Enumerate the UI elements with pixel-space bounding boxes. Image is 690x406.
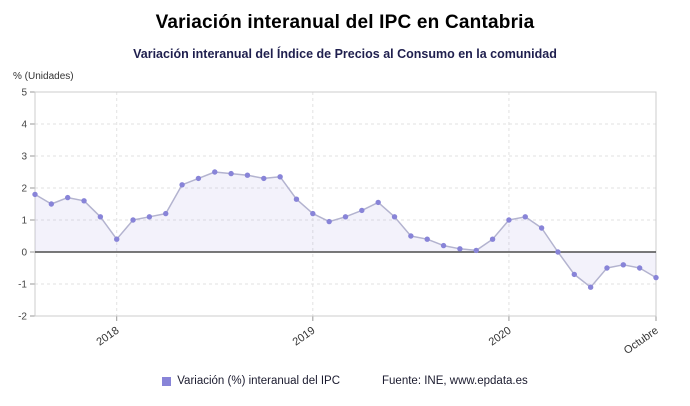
data-point [212, 169, 218, 175]
ipc-line-chart: 5 4 3 2 1 0 -1 -2 2018 2019 2020 Octubre [18, 88, 661, 357]
data-point [408, 233, 414, 239]
data-point [359, 207, 365, 214]
data-point [277, 174, 283, 180]
y-tick-label: 1 [21, 216, 27, 227]
plot-border [34, 91, 657, 317]
data-point [146, 214, 153, 220]
data-point [130, 217, 136, 223]
data-point [64, 194, 71, 201]
data-point [555, 249, 561, 255]
data-point [506, 217, 512, 223]
source-label: Fuente: INE, www.epdata.es [382, 375, 528, 387]
y-tick-label: -2 [18, 312, 27, 323]
data-point [97, 214, 104, 220]
legend-marker-square [162, 376, 172, 386]
series-area [35, 172, 656, 288]
y-tick-label: -1 [18, 280, 27, 291]
data-point [636, 265, 643, 271]
data-point [424, 236, 430, 242]
data-point [604, 265, 610, 271]
x-tick-label: 2020 [487, 325, 514, 349]
data-point [228, 170, 234, 177]
data-point [195, 175, 202, 182]
data-point [81, 198, 87, 204]
data-point [32, 191, 38, 198]
data-point [179, 182, 185, 188]
data-point [587, 284, 594, 290]
data-point [310, 210, 316, 217]
chart-title: Variación interanual del IPC en Cantabri… [155, 12, 535, 33]
chart-legend: Variación (%) interanual del IPC Fuente:… [0, 375, 690, 387]
data-point [114, 236, 120, 242]
data-point [48, 201, 55, 207]
x-tick-label: 2019 [291, 325, 318, 349]
data-point [293, 196, 300, 202]
data-point [653, 274, 659, 281]
x-tick-label: Octubre [622, 325, 661, 357]
legend-series-label: Variación (%) interanual del IPC [177, 375, 341, 387]
legend-item: Variación (%) interanual del IPC [162, 375, 340, 387]
data-point [457, 246, 463, 252]
data-point [489, 236, 496, 242]
data-point [261, 175, 267, 182]
data-point [571, 271, 577, 278]
chart-subtitle: Variación interanual del Índice de Preci… [133, 47, 557, 61]
data-point [473, 247, 479, 254]
data-point [391, 214, 398, 220]
y-tick-label: 4 [21, 120, 27, 131]
data-point [440, 242, 447, 249]
data-point [375, 199, 381, 206]
x-tick-label: 2018 [94, 325, 121, 349]
data-point [620, 262, 627, 268]
data-point [522, 214, 528, 220]
data-point [538, 225, 545, 231]
y-tick-label: 0 [21, 248, 27, 259]
y-axis-unit-label: % (Unidades) [13, 71, 74, 82]
y-tick-label: 3 [21, 152, 27, 163]
data-point [163, 210, 169, 217]
y-tick-label: 5 [21, 88, 27, 99]
data-point [326, 218, 332, 225]
data-point [244, 172, 251, 178]
data-point [342, 214, 349, 220]
y-tick-label: 2 [21, 184, 27, 195]
